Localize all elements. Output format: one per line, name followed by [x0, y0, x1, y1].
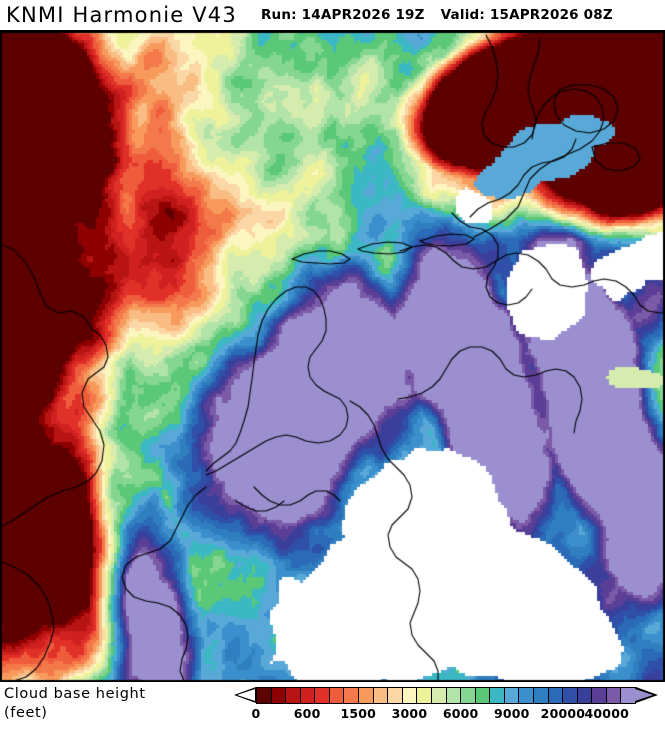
colorbar-over-arrow-fill	[635, 689, 653, 701]
colorbar-swatch-0	[257, 688, 272, 703]
colorbar-tick-40000: 40000	[584, 706, 630, 721]
colorbar-swatch-4	[315, 688, 330, 703]
legend-title-line1: Cloud base height	[4, 686, 146, 702]
colorbar-tick-9000: 9000	[493, 706, 530, 721]
colorbar-swatch-10	[402, 688, 418, 703]
colorbar-swatch-22	[577, 688, 593, 703]
colorbar-swatch-11	[417, 688, 432, 703]
legend: Cloud base height (feet) 0 600 1500 3000 600…	[0, 683, 665, 735]
colorbar-swatch-17	[504, 688, 520, 703]
colorbar-tick-20000: 20000	[540, 706, 586, 721]
colorbar-swatch-6	[344, 688, 360, 703]
colorbar-swatch-14	[461, 688, 476, 703]
colorbar-swatches	[256, 687, 636, 704]
title-bar: KNMI Harmonie V43 Run: 14APR2026 19Z Val…	[0, 0, 665, 30]
legend-title-line2: (feet)	[4, 705, 48, 721]
colorbar-swatch-25	[621, 688, 636, 703]
colorbar-tick-1500: 1500	[340, 706, 377, 721]
colorbar-under-arrow-fill	[237, 689, 255, 701]
cloud-base-height-field	[0, 31, 665, 682]
colorbar-swatch-18	[519, 688, 534, 703]
valid-time-label: Valid: 15APR2026 08Z	[440, 7, 613, 23]
colorbar-swatch-8	[373, 688, 389, 703]
model-title: KNMI Harmonie V43	[6, 3, 237, 27]
colorbar-swatch-1	[271, 688, 287, 703]
colorbar: 0 600 1500 3000 6000 9000 20000 40000	[232, 687, 660, 731]
colorbar-swatch-13	[446, 688, 462, 703]
colorbar-swatch-2	[286, 688, 301, 703]
colorbar-swatch-24	[606, 688, 622, 703]
legend-title: Cloud base height (feet)	[4, 685, 224, 723]
colorbar-swatch-19	[533, 688, 549, 703]
colorbar-tick-600: 600	[293, 706, 321, 721]
weather-map[interactable]: Infoplaza / Wilfred Janssen	[0, 30, 665, 682]
colorbar-swatch-23	[592, 688, 607, 703]
colorbar-swatch-5	[329, 688, 345, 703]
colorbar-tick-0: 0	[251, 706, 261, 721]
colorbar-tick-3000: 3000	[391, 706, 428, 721]
colorbar-swatch-7	[359, 688, 374, 703]
colorbar-tick-6000: 6000	[442, 706, 479, 721]
colorbar-swatch-15	[475, 688, 491, 703]
colorbar-swatch-20	[548, 688, 564, 703]
colorbar-swatch-12	[431, 688, 447, 703]
colorbar-swatch-9	[388, 688, 403, 703]
colorbar-swatch-21	[563, 688, 578, 703]
colorbar-swatch-16	[490, 688, 505, 703]
run-time-label: Run: 14APR2026 19Z	[260, 7, 425, 23]
colorbar-tick-labels: 0 600 1500 3000 6000 9000 20000 40000	[232, 706, 660, 726]
colorbar-swatch-3	[300, 688, 316, 703]
